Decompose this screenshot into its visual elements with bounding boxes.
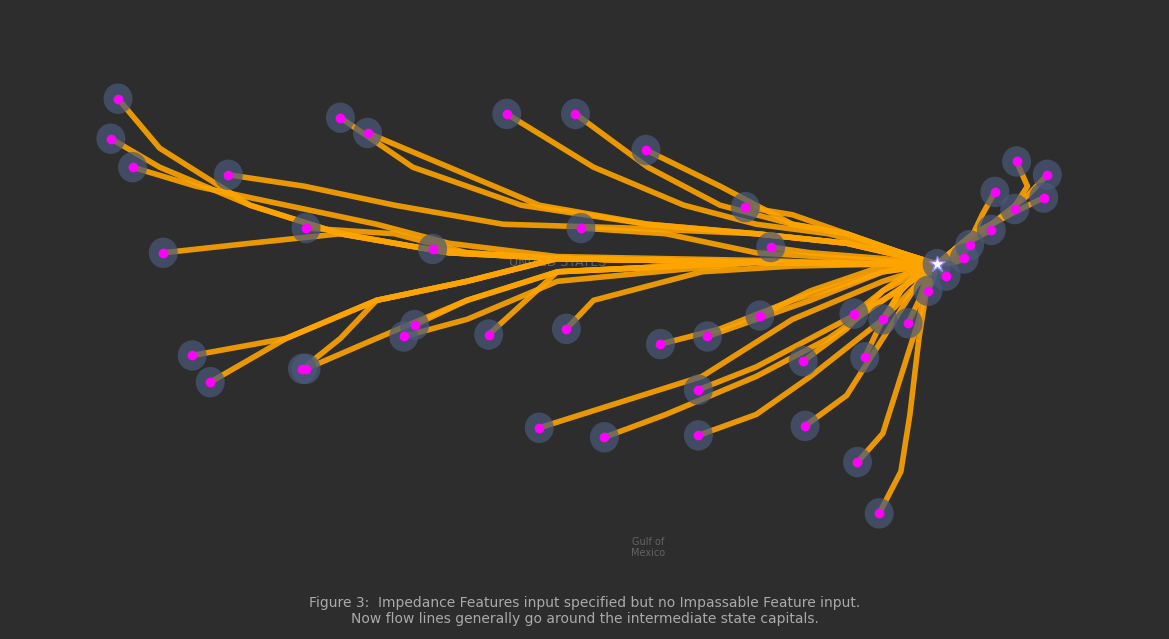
Text: Figure 3:  Impedance Features input specified but no Impassable Feature input.
N: Figure 3: Impedance Features input speci…: [309, 596, 860, 626]
Circle shape: [731, 192, 760, 222]
Circle shape: [291, 353, 320, 384]
Circle shape: [1001, 194, 1029, 224]
Circle shape: [631, 135, 660, 166]
Circle shape: [839, 298, 869, 329]
Circle shape: [922, 249, 952, 279]
Circle shape: [178, 341, 207, 371]
Circle shape: [646, 329, 675, 359]
Circle shape: [552, 314, 581, 344]
Circle shape: [981, 177, 1009, 207]
Circle shape: [561, 98, 590, 129]
Circle shape: [96, 123, 125, 154]
Circle shape: [684, 374, 713, 405]
Circle shape: [949, 243, 978, 273]
Circle shape: [214, 160, 243, 190]
Circle shape: [684, 420, 713, 450]
Circle shape: [1002, 146, 1031, 177]
Circle shape: [865, 498, 893, 528]
Circle shape: [567, 213, 595, 243]
Circle shape: [746, 300, 774, 331]
Circle shape: [932, 260, 961, 291]
Circle shape: [326, 102, 355, 133]
Circle shape: [955, 230, 984, 260]
Circle shape: [492, 98, 521, 129]
Circle shape: [893, 308, 922, 339]
Circle shape: [291, 213, 320, 243]
Circle shape: [148, 238, 178, 268]
Circle shape: [1033, 160, 1061, 190]
Text: Gulf of
Mexico: Gulf of Mexico: [631, 537, 665, 558]
Circle shape: [104, 84, 132, 114]
Circle shape: [850, 342, 879, 373]
Circle shape: [913, 275, 942, 306]
Circle shape: [1029, 182, 1058, 213]
Circle shape: [118, 152, 147, 182]
Circle shape: [288, 353, 317, 384]
Circle shape: [419, 234, 447, 264]
Circle shape: [869, 304, 898, 335]
Circle shape: [353, 118, 382, 148]
Circle shape: [195, 367, 224, 397]
Circle shape: [389, 321, 419, 351]
Circle shape: [400, 310, 429, 341]
Circle shape: [475, 320, 503, 350]
Circle shape: [790, 411, 819, 441]
Text: UNITED STATES: UNITED STATES: [509, 256, 606, 269]
Circle shape: [590, 422, 618, 452]
Circle shape: [693, 321, 722, 351]
Circle shape: [843, 447, 872, 477]
Circle shape: [789, 346, 818, 376]
Circle shape: [525, 413, 554, 443]
Circle shape: [977, 215, 1005, 245]
Circle shape: [756, 232, 786, 262]
